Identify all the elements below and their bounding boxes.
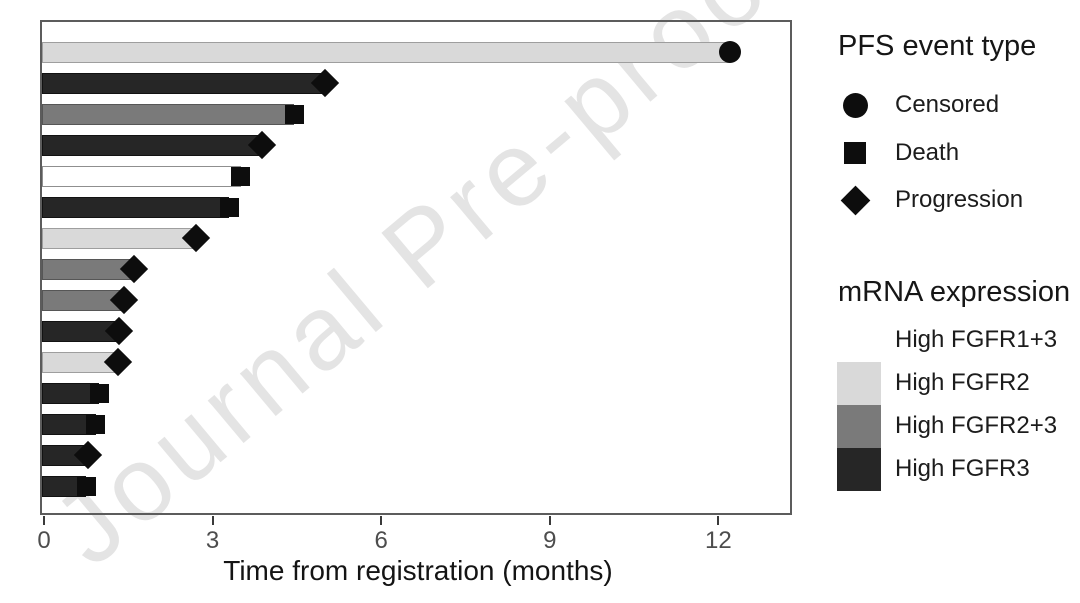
mrna-legend-item-label: High FGFR2: [895, 369, 1030, 396]
mrna-legend-key-swatch: [837, 405, 881, 448]
circle-legend-icon: [842, 92, 868, 118]
pfs-legend-item-label: Death: [895, 138, 960, 166]
mrna-legend-item-label: High FGFR3: [895, 455, 1030, 482]
mrna-legend-item-label: High FGFR1+3: [895, 326, 1058, 353]
pfs-legend-item-label: Censored: [895, 91, 1000, 118]
pfs-event-legend-title: PFS event type: [838, 30, 1037, 62]
diamond-legend-icon: [840, 185, 870, 215]
mrna-legend-key-swatch: [837, 448, 881, 491]
mrna-expression-legend-title: mRNA expression: [838, 276, 1071, 308]
plot-panel: [40, 20, 792, 515]
mrna-legend-key-swatch: [837, 362, 881, 405]
pfs-legend-item-label: Progression: [895, 186, 1024, 213]
mrna-legend-item-label: High FGFR2+3: [895, 412, 1058, 439]
mrna-legend-key-swatch: [837, 319, 881, 362]
x-axis-title: Time from registration (months): [223, 555, 613, 586]
square-legend-icon: [844, 141, 866, 164]
